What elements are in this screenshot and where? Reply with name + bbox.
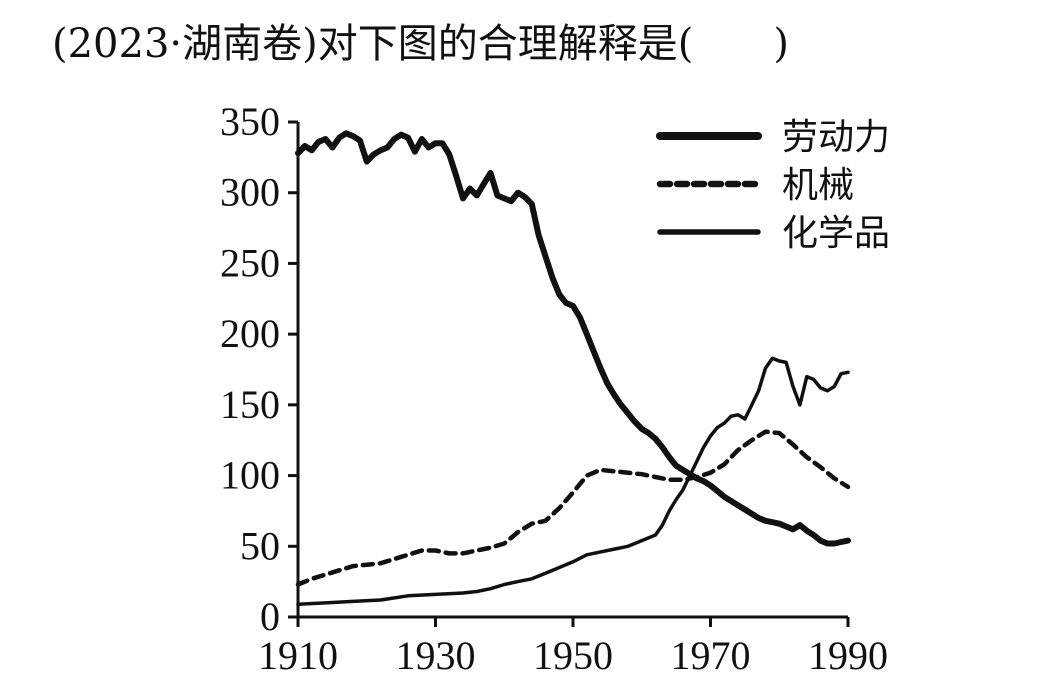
y-tick-label: 350: [220, 99, 280, 144]
x-tick-label: 1990: [808, 633, 888, 678]
chart-axes: 0 50 100 150 200 250 300 350 1910 1930 1950 1970 199…: [220, 99, 888, 678]
chart-series: [295, 130, 851, 607]
x-tick-label: 1970: [671, 633, 751, 678]
legend-label-1: 劳动力: [782, 117, 890, 158]
x-tick-label: 1950: [533, 633, 613, 678]
y-tick-label: 150: [220, 382, 280, 427]
series-line-3: [296, 356, 850, 607]
series-line-2: [295, 429, 851, 587]
y-tick-label: 300: [220, 170, 280, 215]
series-line-1: [295, 130, 851, 547]
y-tick-label: 100: [220, 453, 280, 498]
y-tick-label: 50: [240, 523, 280, 568]
legend-label-3: 化学品: [782, 213, 890, 254]
question-title: (2023·湖南卷)对下图的合理解释是( ): [52, 21, 789, 67]
y-tick-label: 0: [260, 594, 280, 639]
y-tick-label: 200: [220, 311, 280, 356]
y-tick-label: 250: [220, 240, 280, 285]
legend-label-2: 机械: [782, 165, 854, 206]
x-tick-label: 1910: [258, 633, 338, 678]
x-tick-label: 1930: [396, 633, 476, 678]
